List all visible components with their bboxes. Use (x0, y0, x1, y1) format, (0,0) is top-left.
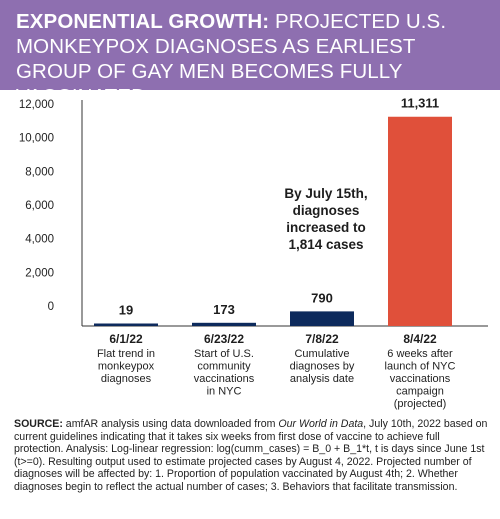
y-tick-label: 0 (48, 301, 54, 313)
header-banner: EXPONENTIAL GROWTH: PROJECTED U.S. MONKE… (0, 0, 500, 108)
bar (94, 323, 158, 326)
category-description: Start of U.S. (194, 348, 254, 360)
bar (192, 322, 256, 326)
data-label: 19 (119, 303, 133, 318)
chart-title-bold: EXPONENTIAL GROWTH: (16, 10, 270, 33)
bar-chart: 12,000 10,000 8,000 6,000 4,000 2,000 0 19 6/1/… (19, 96, 488, 410)
bar (290, 311, 354, 326)
category-description: campaign (396, 386, 444, 398)
y-tick-label: 10,000 (19, 133, 54, 145)
category-description: vaccinations (194, 373, 255, 385)
x-tick-label: 8/4/22 (403, 332, 437, 346)
annotation-line: 1,814 cases (288, 237, 363, 252)
category-description: diagnoses by (290, 361, 355, 373)
category-description: vaccinations (390, 373, 451, 385)
category-description: 6 weeks after (387, 348, 453, 360)
category-description: community (197, 361, 251, 373)
source-text-a: amfAR analysis using data downloaded fro… (62, 418, 279, 430)
y-tick-label: 2,000 (25, 267, 54, 279)
chart-title-rest: PROJECTED U.S. MONKEYPOX DIAGNOSES AS EA… (16, 10, 447, 108)
chart-title: EXPONENTIAL GROWTH: PROJECTED U.S. MONKE… (16, 9, 486, 109)
y-tick-label: 6,000 (25, 200, 54, 212)
source-text-italic: Our World in Data (278, 418, 364, 430)
x-tick-label: 6/1/22 (109, 332, 143, 346)
data-label: 173 (213, 302, 235, 317)
y-tick-label: 4,000 (25, 234, 54, 246)
y-tick-label: 12,000 (19, 99, 54, 111)
category-description: Flat trend in (97, 348, 155, 360)
source-note: SOURCE: amfAR analysis using data downlo… (14, 418, 490, 494)
category-description: (projected) (394, 398, 447, 410)
category-description: Cumulative (294, 348, 349, 360)
category-description: launch of NYC (385, 361, 456, 373)
bar (388, 116, 452, 327)
data-label: 790 (311, 290, 333, 305)
annotation-line: increased to (286, 220, 366, 235)
x-tick-label: 6/23/22 (204, 332, 244, 346)
source-text-b: , July 10th, 2022 based on current guide… (14, 418, 488, 493)
data-label: 11,311 (401, 96, 439, 111)
annotation: By July 15th, diagnoses increased to 1,814 … (284, 186, 367, 252)
category-description: in NYC (207, 386, 242, 398)
y-tick-label: 8,000 (25, 166, 54, 178)
source-label: SOURCE: (14, 418, 63, 430)
x-tick-label: 7/8/22 (305, 332, 339, 346)
category-description: diagnoses (101, 373, 152, 385)
chart-area: 12,000 10,000 8,000 6,000 4,000 2,000 0 19 6/1/… (0, 92, 500, 412)
y-axis-ticks: 12,000 10,000 8,000 6,000 4,000 2,000 0 (19, 99, 54, 313)
annotation-line: By July 15th, (284, 186, 367, 201)
annotation-line: diagnoses (293, 203, 360, 218)
category-description: monkeypox (98, 361, 155, 373)
category-description: analysis date (290, 373, 354, 385)
